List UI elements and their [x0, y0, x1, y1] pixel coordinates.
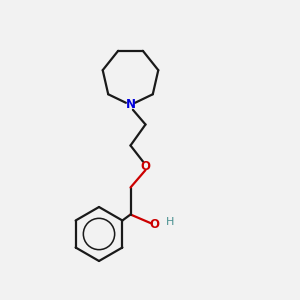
Text: O: O: [149, 218, 159, 231]
Text: O: O: [140, 160, 151, 173]
Text: H: H: [166, 217, 174, 227]
Text: N: N: [125, 98, 136, 112]
